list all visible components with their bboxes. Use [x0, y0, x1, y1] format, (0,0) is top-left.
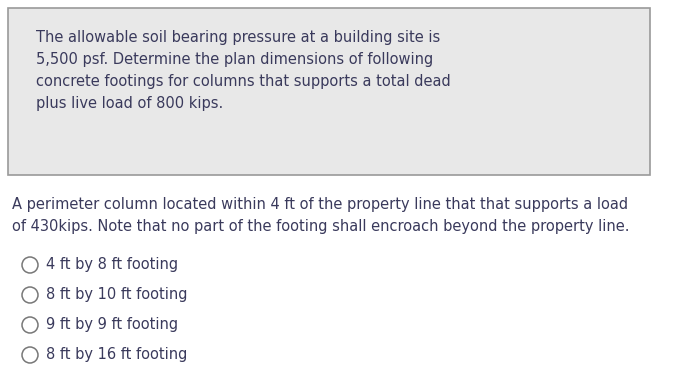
Text: 5,500 psf. Determine the plan dimensions of following: 5,500 psf. Determine the plan dimensions… [36, 52, 433, 67]
Text: plus live load of 800 kips.: plus live load of 800 kips. [36, 96, 223, 111]
Text: of 430kips. Note that no part of the footing shall encroach beyond the property : of 430kips. Note that no part of the foo… [12, 219, 630, 234]
Text: 8 ft by 10 ft footing: 8 ft by 10 ft footing [46, 287, 188, 302]
Text: 4 ft by 8 ft footing: 4 ft by 8 ft footing [46, 258, 178, 272]
Text: The allowable soil bearing pressure at a building site is: The allowable soil bearing pressure at a… [36, 30, 440, 45]
Text: 9 ft by 9 ft footing: 9 ft by 9 ft footing [46, 318, 178, 333]
Text: 8 ft by 16 ft footing: 8 ft by 16 ft footing [46, 347, 188, 362]
Text: concrete footings for columns that supports a total dead: concrete footings for columns that suppo… [36, 74, 451, 89]
FancyBboxPatch shape [8, 8, 650, 175]
Text: A perimeter column located within 4 ft of the property line that that supports a: A perimeter column located within 4 ft o… [12, 197, 628, 212]
